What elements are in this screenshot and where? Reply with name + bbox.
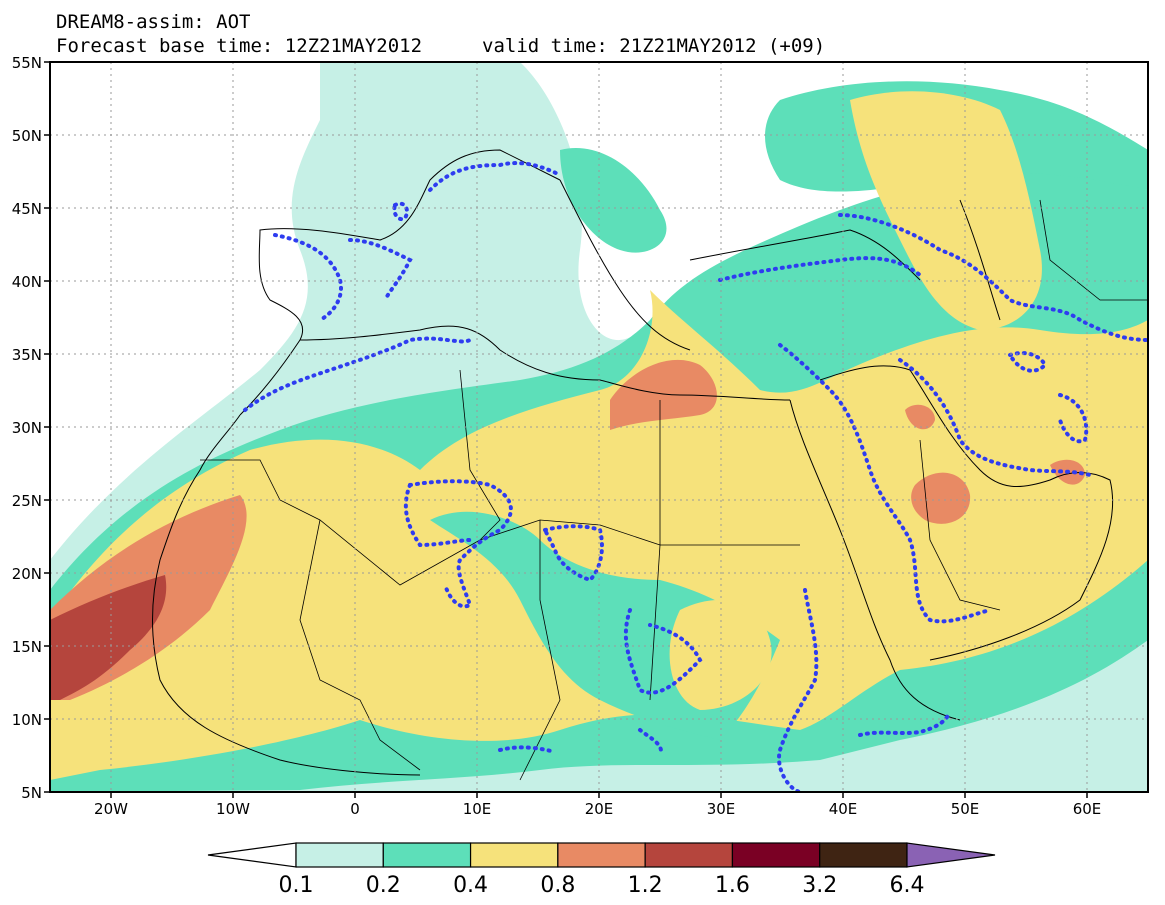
lat-tick-label: 10N	[12, 711, 42, 729]
aot-band-1.2	[50, 575, 167, 700]
lon-tick-label: 60E	[1073, 800, 1102, 818]
lon-tick-label: 30E	[707, 800, 736, 818]
lon-tick-label: 10W	[216, 800, 250, 818]
graticule	[50, 62, 1148, 792]
colorbar: 0.1 0.2 0.4 0.8 1.2 1.6 3.2 6.4	[207, 842, 996, 898]
colorbar-label: 1.6	[715, 873, 750, 898]
colorbar-label: 0.2	[366, 873, 401, 898]
colorbar-cell	[819, 842, 908, 868]
valid-time: valid time: 21Z21MAY2012 (+09)	[482, 35, 826, 57]
lon-tick-label: 10E	[463, 800, 492, 818]
lon-tick-label: 50E	[951, 800, 980, 818]
lat-tick-label: 50N	[12, 127, 42, 145]
lat-tick-label: 35N	[12, 346, 42, 364]
colorbar-cell	[731, 842, 821, 868]
lat-tick-label: 40N	[12, 273, 42, 291]
colorbar-cell	[644, 842, 734, 868]
lat-tick-label: 45N	[12, 200, 42, 218]
dotted-contours	[243, 161, 1148, 792]
lat-tick-label: 25N	[12, 492, 42, 510]
colorbar-cell	[469, 842, 559, 868]
colorbar-label: 0.8	[540, 873, 575, 898]
lon-tick-label: 20E	[585, 800, 614, 818]
colorbar-cell	[557, 842, 646, 868]
aot-field	[50, 62, 1148, 792]
colorbar-label: 0.1	[279, 873, 314, 898]
colorbar-cell-low	[207, 842, 297, 868]
lat-tick-label: 20N	[12, 565, 42, 583]
colorbar-label: 0.4	[453, 873, 488, 898]
lon-tick-label: 40E	[829, 800, 858, 818]
colorbar-cell	[382, 842, 472, 868]
title-line2: Forecast base time: 12Z21MAY2012	[56, 35, 423, 57]
lon-tick-label: 20W	[94, 800, 128, 818]
lat-tick-label: 55N	[12, 54, 42, 72]
colorbar-label: 6.4	[890, 873, 925, 898]
lat-tick-label: 5N	[21, 784, 42, 802]
lat-tick-label: 15N	[12, 638, 42, 656]
colorbar-cell-high	[906, 842, 996, 868]
lon-axis: 20W 10W 0 10E 20E 30E 40E 50E 60E	[94, 792, 1101, 818]
title-line1: DREAM8-assim: AOT	[56, 11, 251, 33]
lon-tick-label: 0	[350, 800, 360, 818]
lat-tick-label: 30N	[12, 419, 42, 437]
coastlines	[152, 149, 1114, 776]
colorbar-label: 3.2	[802, 873, 837, 898]
colorbar-label: 1.2	[628, 873, 663, 898]
aot-band-0.4	[50, 290, 1148, 780]
lat-axis: 55N 50N 45N 40N 35N 30N 25N 20N 15N 10N 5N	[12, 54, 50, 802]
colorbar-cell	[295, 842, 384, 868]
